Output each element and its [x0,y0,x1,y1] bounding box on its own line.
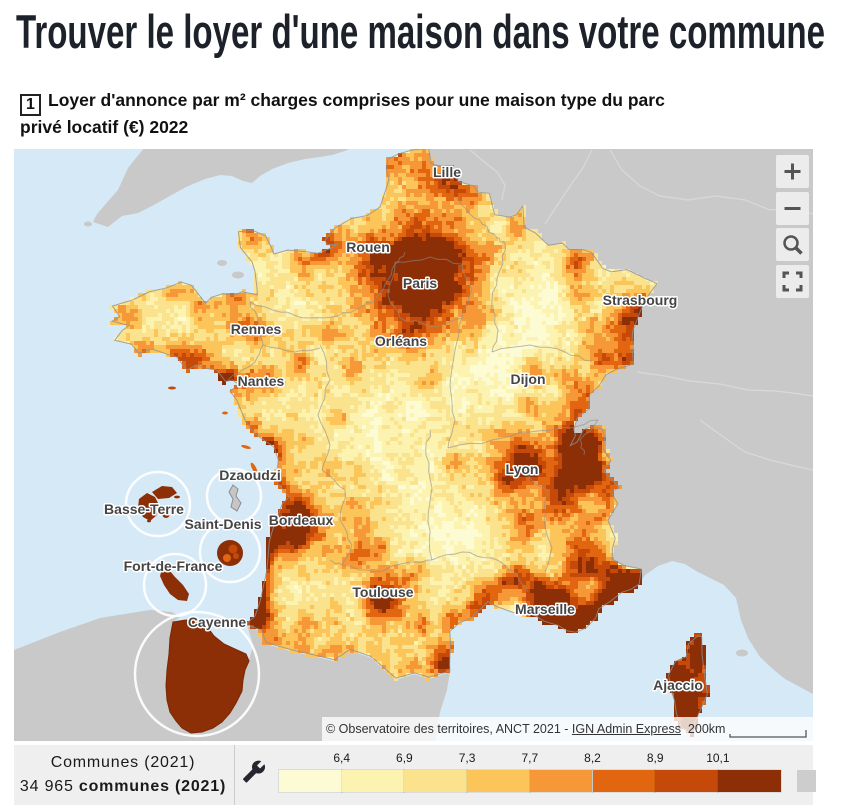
svg-text:Paris: Paris [403,275,437,291]
svg-text:Lille: Lille [433,164,461,180]
svg-text:Cayenne: Cayenne [188,614,247,630]
svg-text:Rennes: Rennes [231,321,282,337]
svg-text:Saint-Denis: Saint-Denis [184,516,261,532]
svg-text:Dzaoudzi: Dzaoudzi [219,467,280,483]
svg-text:Basse-Terre: Basse-Terre [104,501,184,517]
svg-text:Fort-de-France: Fort-de-France [124,558,223,574]
svg-text:Lyon: Lyon [506,461,539,477]
svg-text:Dijon: Dijon [511,371,546,387]
svg-text:Marseille: Marseille [515,601,575,617]
svg-text:Bordeaux: Bordeaux [269,512,334,528]
svg-text:Strasbourg: Strasbourg [603,292,678,308]
svg-text:Ajaccio: Ajaccio [653,677,703,693]
svg-text:Nantes: Nantes [238,373,285,389]
svg-text:Orléans: Orléans [375,333,427,349]
svg-text:Toulouse: Toulouse [352,584,413,600]
svg-text:Rouen: Rouen [346,239,390,255]
